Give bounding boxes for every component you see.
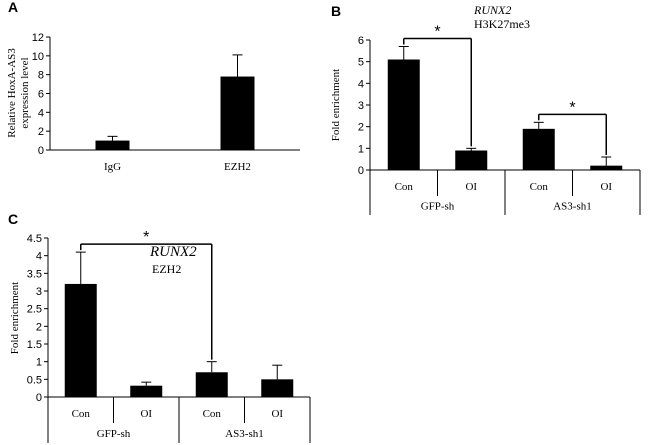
y-tick-label: 4 bbox=[36, 251, 42, 263]
significance-star: * bbox=[143, 229, 149, 246]
panel-letter: B bbox=[331, 3, 341, 19]
bar bbox=[220, 76, 255, 150]
bar bbox=[64, 283, 97, 397]
x-tick-label: OI bbox=[140, 408, 152, 420]
y-axis-label-line: Relative HoxA-AS3 bbox=[6, 48, 18, 138]
panel-b: B 0 1 2 3 4 5 6 Fold enrichment Con OI Con OI GFP-sh A… bbox=[330, 3, 641, 215]
y-axis-label: Fold enrichment bbox=[330, 69, 342, 141]
y-tick-label: 10 bbox=[32, 51, 44, 63]
x-tick-label: OI bbox=[465, 181, 477, 193]
x-tick-label: OI bbox=[600, 181, 612, 193]
y-tick-label: 0 bbox=[36, 392, 42, 404]
y-tick-label: 1 bbox=[358, 143, 364, 155]
y-tick-label: 0 bbox=[38, 145, 44, 157]
bar bbox=[95, 140, 130, 150]
bar bbox=[387, 59, 420, 170]
y-tick-label: 6 bbox=[358, 35, 364, 47]
significance-star: * bbox=[569, 99, 575, 116]
y-tick-label: 3 bbox=[36, 286, 42, 298]
annotation-gene: RUNX2 bbox=[149, 244, 197, 260]
x-tick-label: EZH2 bbox=[224, 161, 251, 173]
y-axis-label: Relative HoxA-AS3expression level bbox=[6, 48, 31, 138]
bar bbox=[261, 379, 294, 397]
bar bbox=[522, 128, 555, 170]
y-axis-label-line: expression level bbox=[19, 57, 31, 128]
group-label: GFP-sh bbox=[97, 428, 131, 440]
x-tick-label: Con bbox=[395, 181, 414, 193]
y-tick-label: 4 bbox=[358, 78, 364, 90]
y-tick-label: 1.5 bbox=[27, 339, 42, 351]
annotation-mark: EZH2 bbox=[152, 262, 181, 276]
y-tick-label: 2 bbox=[38, 126, 44, 138]
annotation-gene: RUNX2 bbox=[473, 3, 511, 17]
y-tick-label: 4 bbox=[38, 107, 44, 119]
x-tick-label: OI bbox=[271, 408, 283, 420]
y-tick-label: 3.5 bbox=[27, 268, 42, 280]
bar bbox=[455, 150, 488, 170]
y-tick-label: 5 bbox=[358, 57, 364, 69]
bar bbox=[130, 385, 163, 397]
panel-letter: C bbox=[8, 211, 18, 227]
group-label: AS3-sh1 bbox=[225, 428, 264, 440]
y-tick-label: 6 bbox=[38, 89, 44, 101]
y-tick-label: 2.5 bbox=[27, 304, 42, 316]
y-axis-label: Fold enrichment bbox=[9, 282, 21, 354]
bar bbox=[590, 165, 623, 170]
panel-letter: A bbox=[8, 0, 18, 15]
y-tick-label: 8 bbox=[38, 70, 44, 82]
y-tick-label: 12 bbox=[32, 32, 44, 44]
y-tick-label: 2 bbox=[358, 122, 364, 134]
bar bbox=[195, 372, 228, 397]
x-tick-label: Con bbox=[530, 181, 549, 193]
group-label: AS3-sh1 bbox=[553, 201, 592, 213]
significance-star: * bbox=[434, 24, 440, 41]
y-tick-label: 1 bbox=[36, 357, 42, 369]
annotation-mark: H3K27me3 bbox=[474, 17, 530, 31]
x-tick-label: IgG bbox=[104, 161, 121, 173]
x-tick-label: Con bbox=[72, 408, 91, 420]
y-tick-label: 2 bbox=[36, 321, 42, 333]
panel-c: C 0 0.5 1 1.5 2 2.5 3 3.5 4 4.5 Fold enrichment Con O… bbox=[8, 211, 311, 443]
y-tick-label: 3 bbox=[358, 100, 364, 112]
x-tick-label: Con bbox=[203, 408, 222, 420]
y-tick-label: 0 bbox=[358, 165, 364, 177]
y-tick-label: 4.5 bbox=[27, 233, 42, 245]
group-label: GFP-sh bbox=[421, 201, 455, 213]
y-tick-label: 0.5 bbox=[27, 374, 42, 386]
